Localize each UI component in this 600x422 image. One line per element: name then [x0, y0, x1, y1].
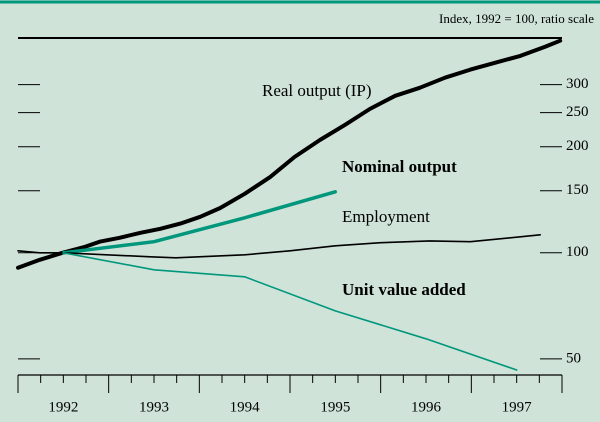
- y-tick-label: 150: [566, 182, 589, 198]
- series-label: Real output (IP): [262, 81, 372, 100]
- y-tick-label: 50: [566, 350, 581, 366]
- x-tick-label: 1992: [48, 399, 78, 415]
- y-tick-label: 300: [566, 76, 589, 92]
- series-line: [16, 38, 563, 270]
- x-tick-label: 1994: [230, 399, 261, 415]
- x-tick-label: 1993: [139, 399, 169, 415]
- series-label: Unit value added: [342, 280, 466, 299]
- y-tick-label: 250: [566, 104, 589, 120]
- y-tick-label: 100: [566, 244, 589, 260]
- x-tick-label: 1996: [411, 399, 442, 415]
- x-tick-label: 1995: [320, 399, 350, 415]
- series-line: [62, 252, 518, 371]
- y-tick-label: 200: [566, 138, 589, 154]
- scale-note: Index, 1992 = 100, ratio scale: [439, 11, 594, 26]
- x-tick-label: 1997: [502, 399, 533, 415]
- series-label: Employment: [342, 207, 430, 226]
- series-line: [61, 190, 338, 255]
- series-label: Nominal output: [342, 157, 457, 176]
